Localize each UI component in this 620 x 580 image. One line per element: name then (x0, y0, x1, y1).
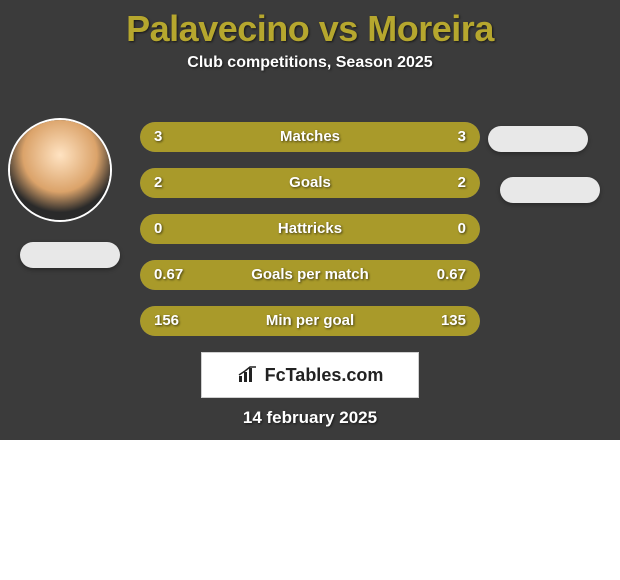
generated-date: 14 february 2025 (0, 408, 620, 428)
stat-row: 156135Min per goal (140, 306, 480, 336)
bar-chart-icon (237, 366, 259, 384)
stat-label: Goals (140, 168, 480, 198)
player2-flag-a (488, 126, 588, 152)
title-player1: Palavecino (126, 8, 309, 49)
fctables-logo: FcTables.com (201, 352, 419, 398)
stat-row: 33Matches (140, 122, 480, 152)
stat-row: 22Goals (140, 168, 480, 198)
player2-flag-b (500, 177, 600, 203)
stat-label: Hattricks (140, 214, 480, 244)
fctables-logo-text: FcTables.com (265, 365, 384, 386)
stat-row: 0.670.67Goals per match (140, 260, 480, 290)
title-vs: vs (309, 8, 367, 49)
stat-label: Min per goal (140, 306, 480, 336)
stats-rows: 33Matches 22Goals 00Hattricks 0.670.67Goals… (140, 122, 480, 352)
subtitle: Club competitions, Season 2025 (0, 54, 620, 72)
stat-row: 00Hattricks (140, 214, 480, 244)
page-title: Palavecino vs Moreira (0, 0, 620, 50)
player1-avatar (10, 120, 110, 220)
stat-label: Goals per match (140, 260, 480, 290)
comparison-card: Palavecino vs Moreira Club competitions,… (0, 0, 620, 440)
player1-flag (20, 242, 120, 268)
title-player2: Moreira (367, 8, 494, 49)
stat-label: Matches (140, 122, 480, 152)
